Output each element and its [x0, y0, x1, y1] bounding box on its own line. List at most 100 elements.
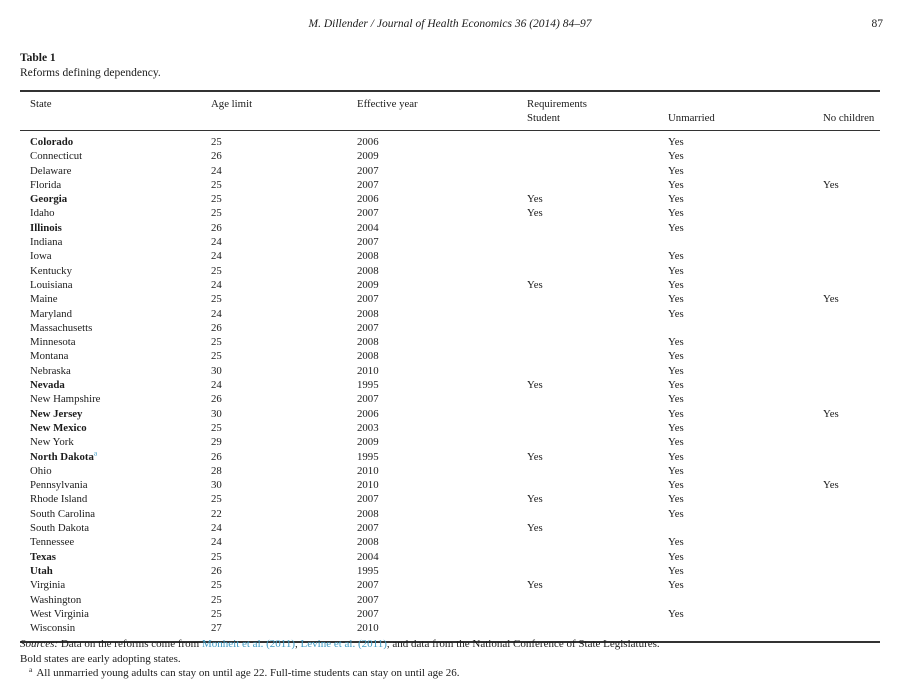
state-name: Minnesota	[30, 336, 76, 349]
cell-age-limit: 25	[211, 193, 222, 206]
table-row: Texas 25 2004 Yes	[20, 550, 880, 564]
state-name: North Dakota	[30, 450, 94, 463]
cell-requirement-student: Yes	[527, 522, 543, 535]
cell-state: Louisiana	[20, 278, 211, 292]
cell-effective-year: 2010	[357, 622, 379, 635]
cell-effective-year: 2009	[357, 278, 379, 291]
state-name: Wisconsin	[30, 622, 76, 635]
cell-state: Maine	[20, 292, 211, 306]
cell-requirement-student	[527, 221, 668, 235]
cell-state: Colorado	[20, 131, 211, 150]
cell-effective-year: 2008	[357, 507, 379, 520]
cell-requirement-student: Yes	[527, 579, 543, 592]
cell-requirement-student	[527, 178, 668, 192]
state-name: Montana	[30, 350, 69, 363]
cell-requirement-no-children	[823, 364, 880, 378]
cell-effective-year: 2006	[357, 193, 379, 206]
cell-state: Indiana	[20, 235, 211, 249]
cell-requirement-student	[527, 392, 668, 406]
table-row: Colorado 25 2006 Yes	[20, 131, 880, 150]
cell-effective-year: 2008	[357, 307, 379, 320]
cell-requirement-unmarried: Yes	[668, 150, 684, 163]
cell-requirement-unmarried: Yes	[668, 221, 684, 234]
cell-requirement-no-children	[823, 192, 880, 206]
cell-requirement-student	[527, 478, 668, 492]
table-row: Nebraska 30 2010 Yes	[20, 364, 880, 378]
state-name: South Dakota	[30, 522, 90, 535]
cell-effective-year: 2010	[357, 364, 379, 377]
cell-age-limit: 24	[211, 164, 222, 177]
cell-requirement-no-children: Yes	[823, 479, 839, 492]
cell-age-limit: 26	[211, 221, 222, 234]
cell-requirement-student	[527, 364, 668, 378]
cell-requirement-student	[527, 249, 668, 263]
cell-effective-year: 2007	[357, 178, 379, 191]
cell-requirement-no-children	[823, 550, 880, 564]
cell-age-limit: 28	[211, 464, 222, 477]
cell-state: New Jersey	[20, 407, 211, 421]
table-row: New Jersey 30 2006 Yes Yes	[20, 407, 880, 421]
cell-requirement-student	[527, 464, 668, 478]
cell-state: South Dakota	[20, 521, 211, 535]
cell-requirement-unmarried: Yes	[668, 293, 684, 306]
table-caption-title: Reforms defining dependency.	[20, 66, 161, 79]
cell-requirement-unmarried: Yes	[668, 493, 684, 506]
table-row: South Dakota 24 2007 Yes	[20, 521, 880, 535]
footnote-a-text: All unmarried young adults can stay on u…	[36, 667, 460, 680]
cell-state: Connecticut	[20, 149, 211, 163]
cell-requirement-student: Yes	[527, 207, 543, 220]
cell-effective-year: 2010	[357, 464, 379, 477]
cell-requirement-no-children	[823, 535, 880, 549]
cell-age-limit: 27	[211, 622, 222, 635]
table-footer: Sources: Data on the reforms come from M…	[20, 637, 882, 681]
cell-effective-year: 2009	[357, 436, 379, 449]
citation-link-monheit[interactable]: Monheit et al. (2011)	[201, 638, 296, 650]
cell-requirement-unmarried: Yes	[668, 178, 684, 191]
cell-requirement-unmarried: Yes	[668, 564, 684, 577]
table-row: Illinois 26 2004 Yes	[20, 221, 880, 235]
table-row: Florida 25 2007 Yes Yes	[20, 178, 880, 192]
cell-state: Massachusetts	[20, 321, 211, 335]
cell-requirement-no-children	[823, 392, 880, 406]
cell-state: Idaho	[20, 206, 211, 220]
cell-requirement-unmarried: Yes	[668, 207, 684, 220]
cell-effective-year: 2006	[357, 136, 379, 148]
citation-link-levine[interactable]: Levine et al. (2011)	[300, 638, 387, 650]
cell-requirement-student	[527, 131, 668, 150]
table-row: South Carolina 22 2008 Yes	[20, 507, 880, 521]
cell-requirement-no-children: Yes	[823, 293, 839, 306]
table-row: Ohio 28 2010 Yes	[20, 464, 880, 478]
table-row: Minnesota 25 2008 Yes	[20, 335, 880, 349]
cell-requirement-unmarried	[668, 321, 823, 335]
cell-age-limit: 25	[211, 579, 222, 592]
state-name: Kentucky	[30, 264, 72, 277]
state-name: Ohio	[30, 464, 52, 477]
table-row: Nevada 24 1995 Yes Yes	[20, 378, 880, 392]
cell-requirement-unmarried	[668, 521, 823, 535]
cell-requirement-unmarried: Yes	[668, 136, 684, 148]
column-subheader-spacer-2	[211, 111, 357, 131]
state-name: Maine	[30, 293, 58, 306]
cell-age-limit: 26	[211, 150, 222, 163]
table-row: Louisiana 24 2009 Yes Yes	[20, 278, 880, 292]
cell-state: Georgia	[20, 192, 211, 206]
cell-requirement-student	[527, 307, 668, 321]
cell-requirement-unmarried: Yes	[668, 607, 684, 620]
cell-effective-year: 2009	[357, 150, 379, 163]
footnote-a-line: a All unmarried young adults can stay on …	[20, 665, 882, 681]
cell-effective-year: 2004	[357, 550, 379, 563]
table-row: New Mexico 25 2003 Yes	[20, 421, 880, 435]
cell-age-limit: 30	[211, 479, 222, 492]
cell-age-limit: 25	[211, 264, 222, 277]
state-name: Maryland	[30, 307, 72, 320]
table-row: Massachusetts 26 2007	[20, 321, 880, 335]
sources-label: Sources:	[20, 638, 59, 650]
state-name: West Virginia	[30, 607, 89, 620]
state-name: Georgia	[30, 193, 68, 206]
cell-requirement-no-children	[823, 278, 880, 292]
cell-effective-year: 2007	[357, 593, 379, 606]
state-name: South Carolina	[30, 507, 96, 520]
cell-effective-year: 2008	[357, 336, 379, 349]
cell-state: Pennsylvania	[20, 478, 211, 492]
cell-state: Iowa	[20, 249, 211, 263]
